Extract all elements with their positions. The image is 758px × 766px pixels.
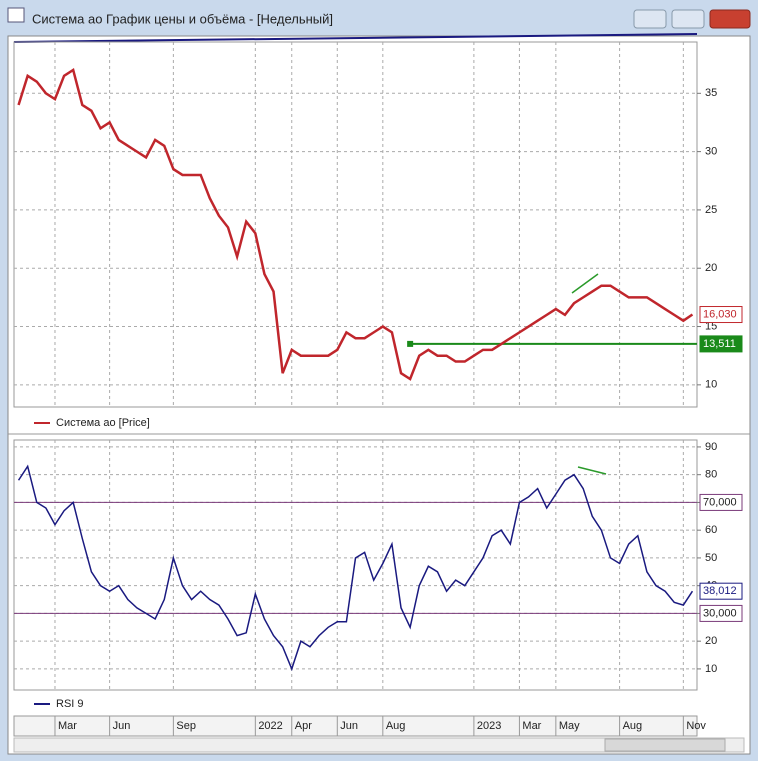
level-label: 30,000 [703, 607, 737, 619]
x-tick-label: Mar [58, 720, 77, 732]
x-tick-label: Apr [295, 720, 312, 732]
x-tick-label: Aug [623, 720, 643, 732]
legend-label: Система ао [Price] [56, 417, 150, 429]
rsi-pane [13, 439, 698, 691]
level-label-box [699, 604, 743, 622]
app-icon [7, 7, 25, 23]
x-tick-label: May [559, 720, 580, 732]
level-label: 70,000 [703, 496, 737, 508]
date-axis [13, 715, 698, 737]
y-tick-label: 90 [705, 441, 717, 453]
top-bar [13, 33, 698, 43]
y-tick-label: 20 [705, 635, 717, 647]
x-tick-label: 2023 [477, 720, 501, 732]
x-tick-label: 2022 [258, 720, 282, 732]
x-tick-label: Nov [686, 720, 706, 732]
y-tick-label: 25 [705, 204, 717, 216]
x-tick-label: Sep [176, 720, 196, 732]
x-tick-label: Aug [386, 720, 406, 732]
y-tick-label: 60 [705, 524, 717, 536]
level-label-box [699, 493, 743, 511]
level-label: 13,511 [703, 338, 736, 350]
y-tick-label: 15 [705, 320, 717, 332]
y-tick-label: 80 [705, 469, 717, 481]
x-tick-label: Jun [340, 720, 358, 732]
legend-label: RSI 9 [56, 698, 84, 710]
y-tick-label: 20 [705, 262, 717, 274]
y-tick-label: 30 [705, 146, 717, 158]
series-line [17, 464, 694, 672]
y-tick-label: 35 [705, 87, 717, 99]
last-value-label: 38,012 [703, 585, 737, 597]
series-line [17, 68, 694, 381]
price-pane [13, 41, 698, 408]
level-anchor [407, 340, 414, 347]
last-value-box [699, 582, 743, 600]
chart-area [7, 35, 751, 755]
maximize-button[interactable] [671, 9, 705, 29]
minimize-button[interactable] [633, 9, 667, 29]
last-value-box [699, 306, 743, 324]
trend-line [571, 273, 599, 294]
scrollbar[interactable] [13, 737, 745, 753]
window-title: Система ао График цены и объёма - [Недел… [32, 11, 333, 26]
x-tick-label: Jun [113, 720, 131, 732]
y-tick-label: 10 [705, 379, 717, 391]
trend-line [577, 466, 607, 475]
scroll-thumb[interactable] [604, 738, 726, 752]
close-button[interactable] [709, 9, 751, 29]
y-tick-label: 50 [705, 552, 717, 564]
x-tick-label: Mar [522, 720, 541, 732]
y-tick-label: 10 [705, 663, 717, 675]
last-value-label: 16,030 [703, 308, 737, 320]
level-label-box [699, 335, 743, 353]
